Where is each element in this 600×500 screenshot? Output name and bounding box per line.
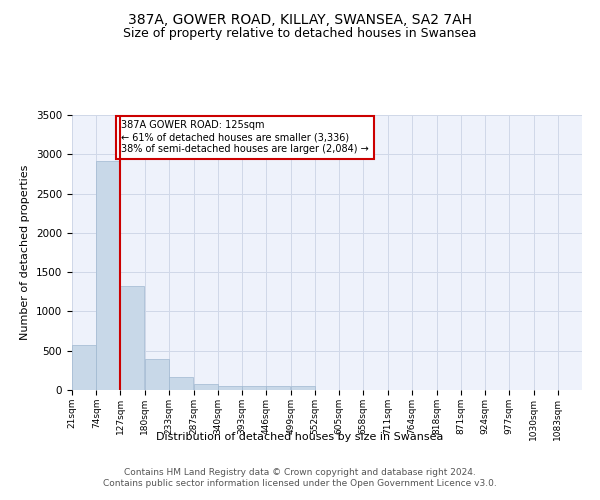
Text: Distribution of detached houses by size in Swansea: Distribution of detached houses by size …	[157, 432, 443, 442]
Bar	[121, 286, 145, 390]
Text: Size of property relative to detached houses in Swansea: Size of property relative to detached ho…	[123, 28, 477, 40]
Text: 387A, GOWER ROAD, KILLAY, SWANSEA, SA2 7AH: 387A, GOWER ROAD, KILLAY, SWANSEA, SA2 7…	[128, 12, 472, 26]
Text: 387A GOWER ROAD: 125sqm
← 61% of detached houses are smaller (3,336)
38% of semi: 387A GOWER ROAD: 125sqm ← 61% of detache…	[121, 120, 368, 154]
Bar	[72, 345, 96, 390]
Text: Contains HM Land Registry data © Crown copyright and database right 2024.
Contai: Contains HM Land Registry data © Crown c…	[103, 468, 497, 487]
Y-axis label: Number of detached properties: Number of detached properties	[20, 165, 31, 340]
Bar	[194, 384, 218, 390]
Bar	[145, 358, 169, 390]
Bar	[290, 386, 314, 390]
Bar	[96, 160, 120, 390]
Bar	[169, 377, 193, 390]
Bar	[242, 386, 266, 390]
Bar	[266, 386, 290, 390]
Bar	[218, 386, 242, 390]
